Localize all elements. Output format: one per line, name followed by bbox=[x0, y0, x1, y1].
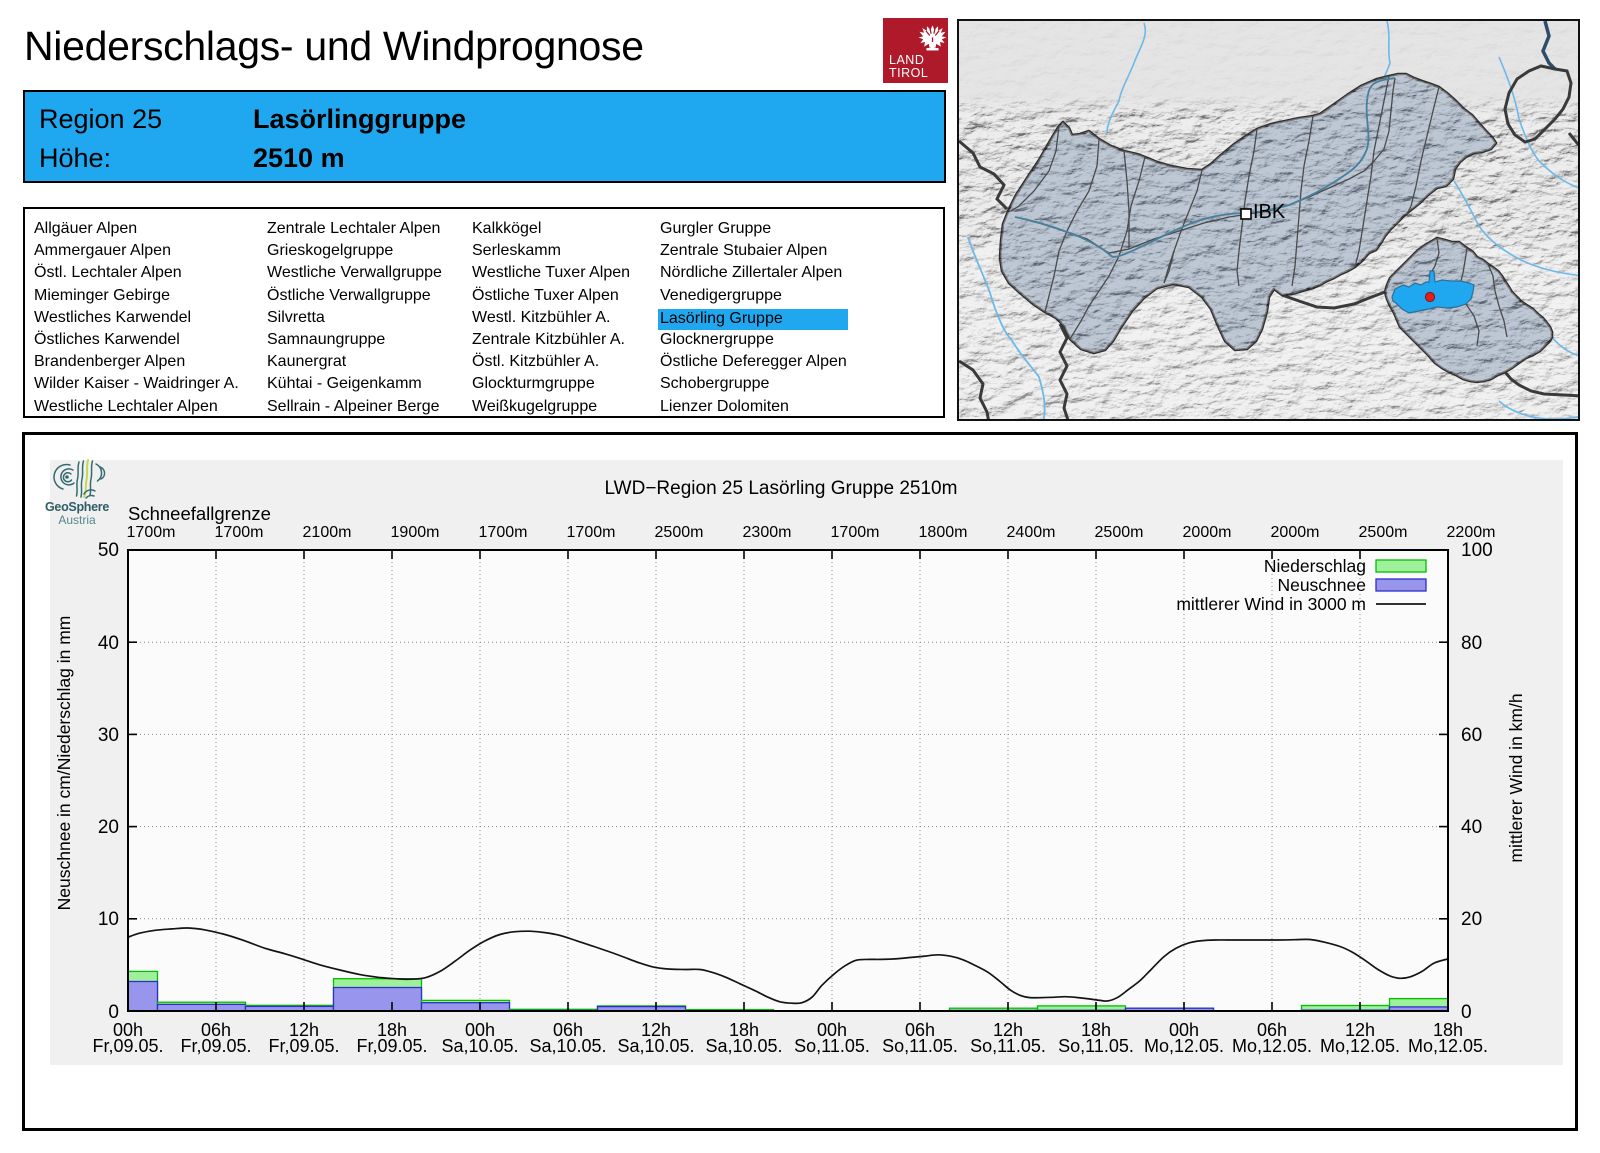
svg-text:TIROL: TIROL bbox=[889, 66, 928, 80]
svg-text:IBK: IBK bbox=[1253, 201, 1286, 223]
svg-text:LAND: LAND bbox=[889, 53, 924, 67]
